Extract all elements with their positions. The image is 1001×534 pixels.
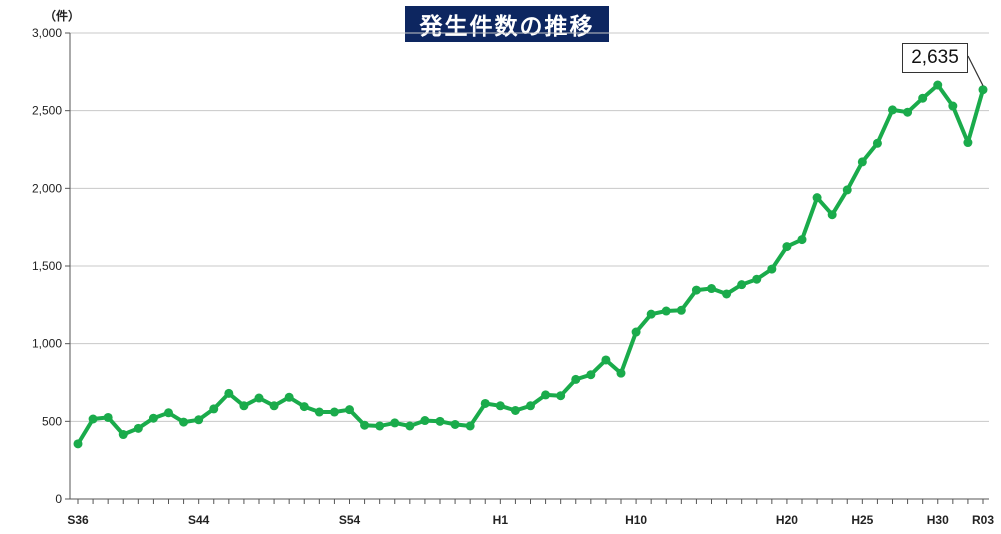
data-point	[797, 235, 807, 245]
data-point	[676, 305, 686, 315]
data-point	[737, 280, 747, 290]
data-point	[752, 274, 762, 284]
data-point	[903, 107, 913, 117]
data-point	[73, 439, 83, 449]
data-point	[827, 210, 837, 220]
data-point	[782, 242, 792, 252]
data-point	[118, 430, 128, 440]
data-point	[918, 93, 928, 103]
y-axis-unit: （件）	[44, 9, 81, 23]
data-point	[360, 420, 370, 430]
data-point	[888, 105, 897, 115]
data-point	[480, 398, 490, 408]
last-value-callout: 2,635	[902, 43, 968, 73]
data-point	[329, 407, 339, 417]
data-point	[661, 306, 671, 316]
data-point	[284, 392, 294, 402]
data-point	[978, 85, 988, 95]
data-point	[842, 185, 852, 195]
y-tick-label: 500	[42, 414, 62, 428]
data-point	[133, 423, 143, 433]
data-point	[269, 401, 279, 411]
data-point	[345, 405, 354, 415]
data-point	[209, 404, 219, 414]
callout-leader	[967, 55, 984, 86]
data-point	[767, 264, 777, 274]
data-point	[314, 407, 324, 417]
y-tick-label: 3,000	[32, 26, 62, 40]
data-point	[510, 405, 520, 415]
data-point	[164, 408, 173, 418]
data-point	[526, 401, 535, 411]
x-tick-label: H10	[625, 513, 647, 527]
x-tick-label: S44	[188, 513, 210, 527]
chart-title: 発生件数の推移	[405, 6, 609, 42]
data-point	[963, 138, 973, 148]
y-tick-label: 1,500	[32, 259, 62, 273]
data-point	[179, 417, 189, 427]
x-tick-label: H30	[927, 513, 949, 527]
data-point	[495, 401, 505, 411]
data-point	[933, 80, 943, 90]
x-tick-label: H20	[776, 513, 798, 527]
data-point	[812, 193, 822, 203]
x-tick-label: R03	[972, 513, 994, 527]
data-point	[450, 419, 460, 429]
data-point	[254, 393, 264, 403]
data-point	[420, 416, 430, 426]
x-tick-label: H1	[493, 513, 509, 527]
data-point	[948, 101, 958, 111]
y-tick-label: 2,500	[32, 104, 62, 118]
data-point	[148, 413, 158, 423]
data-point	[646, 309, 656, 319]
x-axis-ticks: S36 S44 S54 H1 H10 H20 H25 H30 R03	[67, 499, 994, 527]
data-point	[405, 421, 415, 431]
y-axis-ticks: 0 500 1,000 1,500 2,000 2,500 3,000	[32, 26, 70, 506]
x-tick-label: H25	[851, 513, 873, 527]
gridlines	[70, 32, 989, 422]
data-point	[691, 285, 701, 295]
series-line	[76, 83, 985, 446]
data-point	[103, 412, 113, 422]
data-point	[541, 390, 551, 400]
data-point	[224, 388, 234, 398]
y-tick-label: 2,000	[32, 181, 62, 195]
data-point	[435, 416, 445, 426]
data-point	[390, 418, 400, 428]
data-point	[601, 355, 611, 365]
data-point	[571, 374, 581, 384]
data-point	[616, 368, 626, 378]
data-point	[631, 327, 641, 337]
x-tick-label: S54	[339, 513, 361, 527]
data-point	[299, 402, 309, 412]
axes	[69, 33, 989, 500]
data-point	[707, 284, 716, 294]
data-point	[872, 138, 882, 148]
y-tick-label: 0	[55, 492, 62, 506]
callout-leader-line	[967, 55, 984, 86]
data-point	[722, 289, 732, 299]
series-layer	[73, 80, 988, 449]
x-tick-label: S36	[67, 513, 89, 527]
data-point	[556, 391, 566, 401]
data-point	[88, 414, 98, 424]
data-point	[194, 415, 204, 425]
data-point	[375, 421, 385, 431]
y-tick-label: 1,000	[32, 337, 62, 351]
data-point	[465, 421, 475, 431]
data-point	[239, 401, 249, 411]
data-point	[857, 157, 867, 167]
data-point	[586, 370, 596, 380]
